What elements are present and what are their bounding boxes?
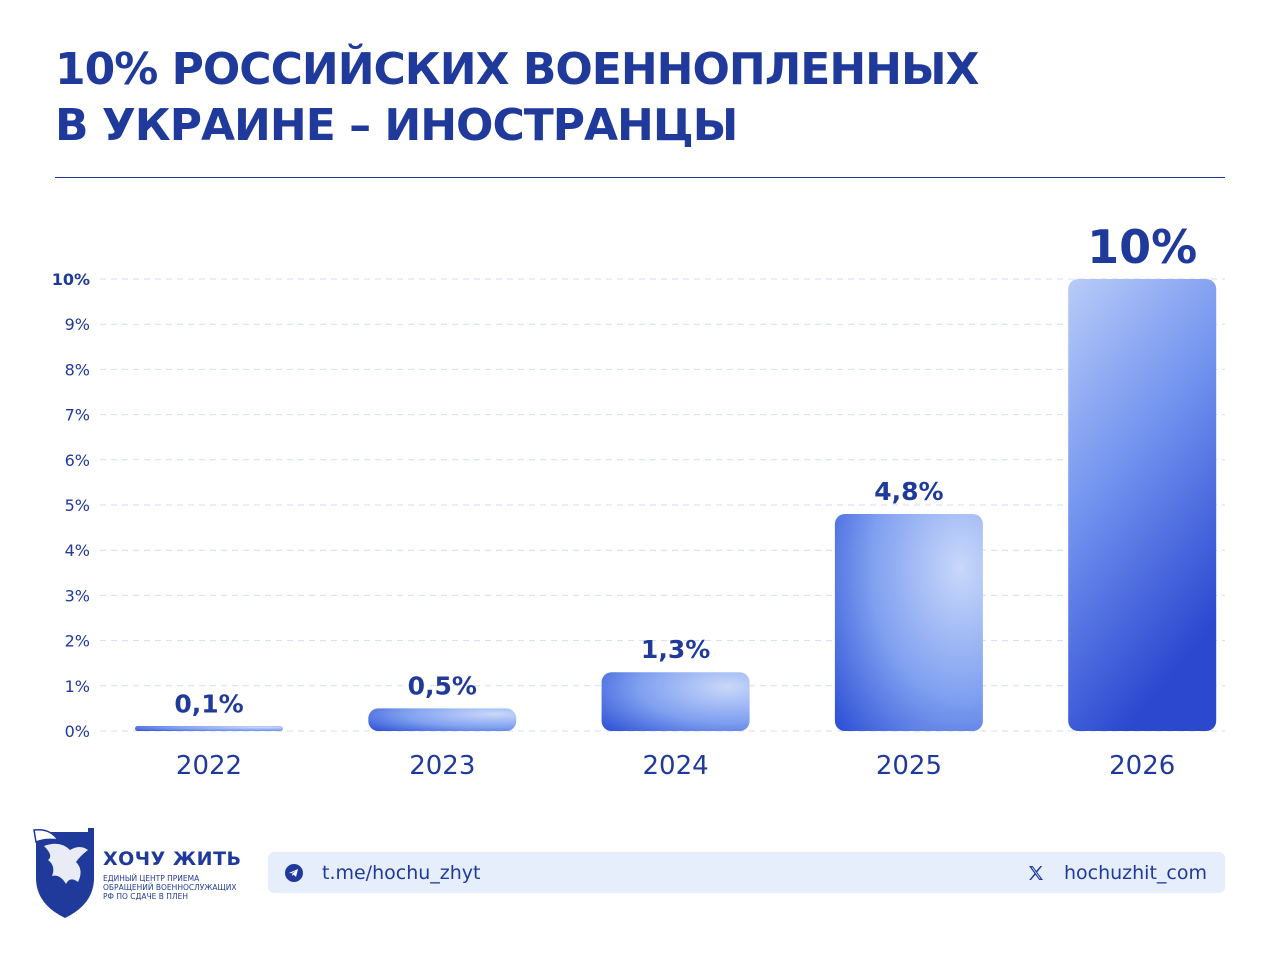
logo: ХОЧУ ЖИТЬ ЕДИНЫЙ ЦЕНТР ПРИЕМА ОБРАЩЕНИЙ … — [30, 826, 260, 926]
telegram-link[interactable]: t.me/hochu_zhyt — [284, 852, 481, 893]
y-tick-label: 5% — [65, 496, 90, 515]
data-label: 1,3% — [641, 635, 710, 664]
bar-2025 — [834, 514, 983, 731]
telegram-link-text: t.me/hochu_zhyt — [322, 861, 481, 884]
bar-2023 — [368, 708, 517, 731]
bar-2024 — [601, 672, 750, 731]
y-tick-label: 9% — [65, 315, 90, 334]
y-tick-label: 0% — [65, 722, 90, 741]
y-tick-label: 1% — [65, 677, 90, 696]
telegram-icon — [284, 863, 304, 883]
bar-chart: 0% 1% 2% 3% 4% 5% 6% 7% 8% 9% 10% 0,1% 0,5% 1,3% 4,8%… — [52, 220, 1225, 781]
data-label: 0,5% — [408, 671, 477, 700]
logo-subtitle-line-1: ЕДИНЫЙ ЦЕНТР ПРИЕМА — [103, 874, 200, 883]
y-tick-label: 8% — [65, 360, 90, 379]
y-tick-label: 6% — [65, 451, 90, 470]
y-tick-label: 3% — [65, 586, 90, 605]
title-divider — [55, 177, 1225, 178]
logo-subtitle-line-3: РФ ПО СДАЧЕ В ПЛЕН — [103, 892, 188, 901]
data-label: 10% — [1087, 220, 1197, 274]
x-link[interactable]: hochuzhit_com — [1026, 852, 1207, 893]
y-tick-label: 10% — [52, 270, 90, 289]
page-title: 10% РОССИЙСКИХ ВОЕННОПЛЕННЫХ В УКРАИНЕ –… — [55, 42, 1155, 154]
eagle-shield-icon — [33, 828, 94, 918]
x-tick-label: 2022 — [176, 751, 242, 781]
bar-2022 — [135, 726, 283, 731]
x-tick-label: 2023 — [409, 751, 475, 781]
y-tick-label: 7% — [65, 406, 90, 425]
x-tick-label: 2025 — [876, 751, 942, 781]
x-link-text: hochuzhit_com — [1063, 861, 1207, 884]
x-tick-label: 2024 — [643, 751, 709, 781]
title-line-1: 10% РОССИЙСКИХ ВОЕННОПЛЕННЫХ — [55, 44, 979, 95]
data-label: 4,8% — [874, 477, 943, 506]
logo-name: ХОЧУ ЖИТЬ — [103, 848, 242, 870]
footer-bar: t.me/hochu_zhyt hochuzhit_com — [268, 852, 1225, 893]
logo-subtitle: ЕДИНЫЙ ЦЕНТР ПРИЕМА ОБРАЩЕНИЙ ВОЕННОСЛУЖ… — [103, 874, 263, 901]
data-label: 0,1% — [174, 689, 243, 718]
bar-2026 — [1068, 279, 1217, 731]
logo-subtitle-line-2: ОБРАЩЕНИЙ ВОЕННОСЛУЖАЩИХ — [103, 883, 237, 892]
y-tick-label: 2% — [65, 632, 90, 651]
x-icon — [1026, 863, 1046, 883]
x-tick-label: 2026 — [1109, 751, 1175, 781]
title-line-2: В УКРАИНЕ – ИНОСТРАНЦЫ — [55, 100, 738, 151]
y-tick-label: 4% — [65, 541, 90, 560]
